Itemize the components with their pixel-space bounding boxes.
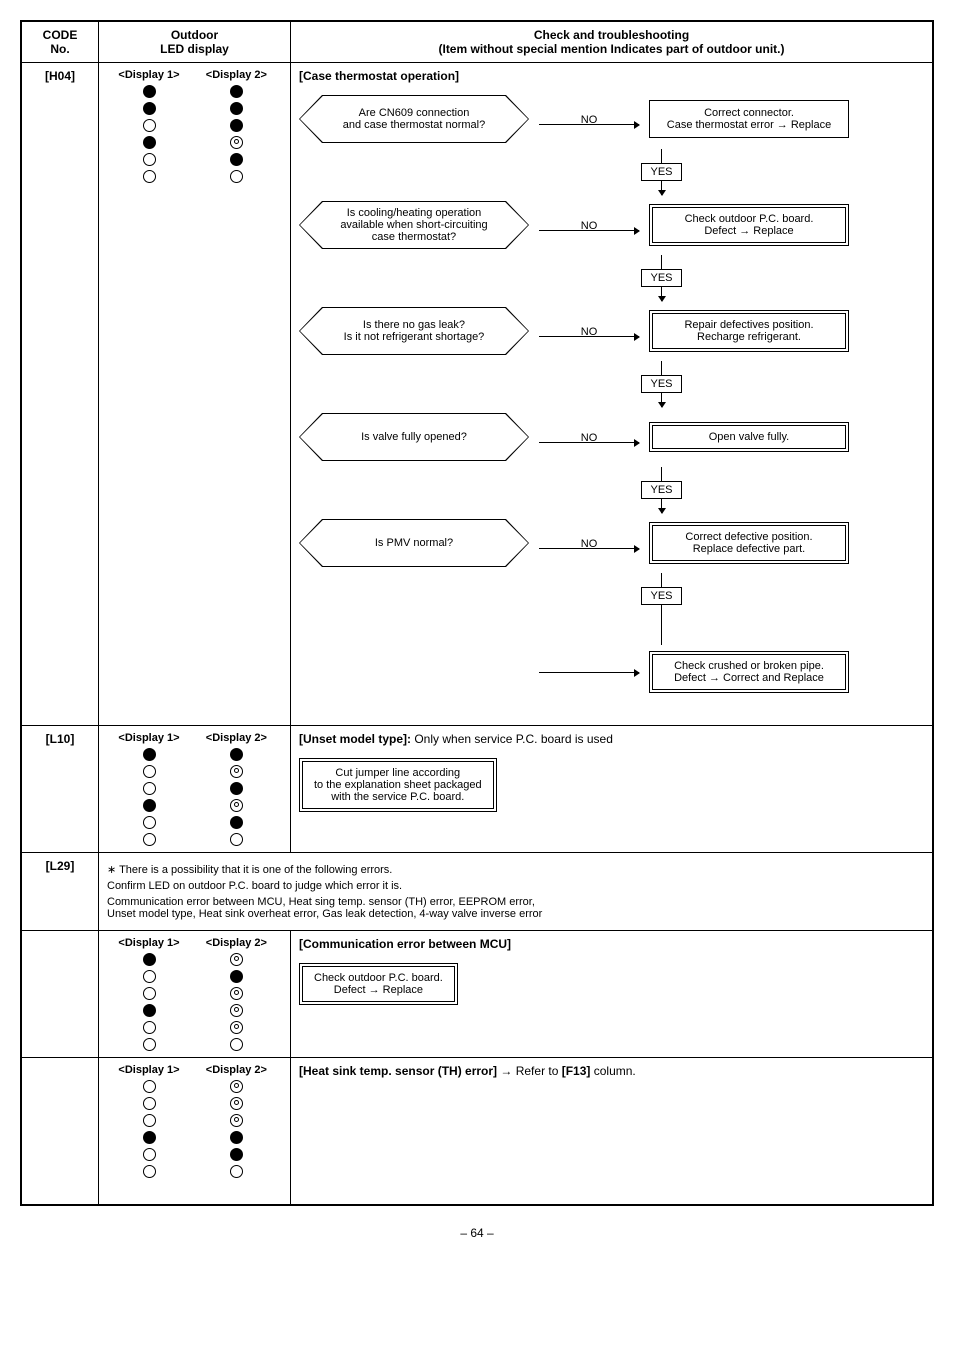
- row-l29-sub2: <Display 1> <Display 2> [Heat sink temp.…: [21, 1058, 933, 1206]
- l10-box: Cut jumper line according to the explana…: [299, 758, 497, 812]
- r2-result: Check outdoor P.C. board. Defect → Repla…: [649, 204, 849, 246]
- check-l10: [Unset model type]: Only when service P.…: [291, 726, 934, 853]
- display1-title: <Display 1>: [107, 69, 191, 81]
- r1-result: Correct connector. Case thermostat error…: [649, 100, 849, 138]
- l29-sec1-box: Check outdoor P.C. board. Defect → Repla…: [299, 963, 458, 1005]
- row-l10: [L10] <Display 1> <Display 2>: [21, 726, 933, 853]
- r3-result: Repair defectives position. Recharge ref…: [649, 310, 849, 352]
- h04-title: [Case thermostat operation]: [299, 69, 924, 83]
- led-l10: <Display 1> <Display 2>: [99, 726, 291, 853]
- code-l10: [L10]: [21, 726, 99, 853]
- row-l29-sub1: <Display 1> <Display 2> [Communication e…: [21, 931, 933, 1058]
- led-l29-2: <Display 1> <Display 2>: [99, 1058, 291, 1206]
- check-h04: [Case thermostat operation] Are CN609 co…: [291, 63, 934, 726]
- code-l29: [L29]: [21, 853, 99, 931]
- led-h04: <Display 1> <Display 2>: [99, 63, 291, 726]
- display1-leds: [107, 85, 191, 183]
- q5-decision: Is PMV normal?: [299, 519, 529, 567]
- q3-decision: Is there no gas leak? Is it not refriger…: [299, 307, 529, 355]
- q4-decision: Is valve fully opened?: [299, 413, 529, 461]
- row-h04: [H04] <Display 1> <Display 2>: [21, 63, 933, 726]
- troubleshooting-table: CODE No. Outdoor LED display Check and t…: [20, 20, 934, 1206]
- q2-decision: Is cooling/heating operation available w…: [299, 201, 529, 249]
- header-led: Outdoor LED display: [99, 21, 291, 63]
- r4-result: Open valve fully.: [649, 422, 849, 452]
- led-l29-1: <Display 1> <Display 2>: [99, 931, 291, 1058]
- check-l29-1: [Communication error between MCU] Check …: [291, 931, 934, 1058]
- code-h04: [H04]: [21, 63, 99, 726]
- row-l29-header: [L29] ∗ There is a possibility that it i…: [21, 853, 933, 931]
- header-code: CODE No.: [21, 21, 99, 63]
- display2-title: <Display 2>: [194, 69, 278, 81]
- l29-notes: ∗ There is a possibility that it is one …: [99, 853, 934, 931]
- check-l29-2: [Heat sink temp. sensor (TH) error] → Re…: [291, 1058, 934, 1206]
- q1-decision: Are CN609 connection and case thermostat…: [299, 95, 529, 143]
- page-number: – 64 –: [20, 1226, 934, 1240]
- r5-result: Correct defective position. Replace defe…: [649, 522, 849, 564]
- r6-result: Check crushed or broken pipe. Defect → C…: [649, 651, 849, 693]
- header-check: Check and troubleshooting (Item without …: [291, 21, 934, 63]
- display2-leds: [194, 85, 278, 183]
